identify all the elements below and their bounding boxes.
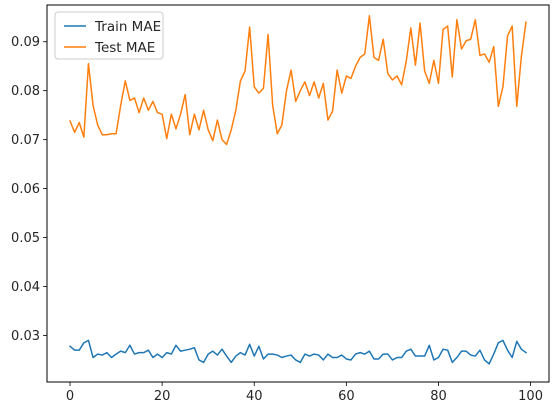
- legend: Train MAE Test MAE: [54, 11, 164, 60]
- y-tick-label: 0.04: [11, 280, 40, 295]
- series-line-test-mae: [69, 15, 527, 146]
- x-tick-label: 60: [338, 389, 355, 404]
- x-tick-label: 100: [518, 389, 543, 404]
- series-line-train-mae: [68, 339, 528, 365]
- x-tick-label: 40: [246, 389, 263, 404]
- y-tick-label: 0.09: [11, 35, 40, 50]
- y-tick-label: 0.06: [11, 182, 40, 197]
- x-tick-label: 20: [154, 389, 171, 404]
- x-tick-label: 80: [430, 389, 447, 404]
- y-tick-label: 0.08: [11, 84, 40, 99]
- legend-label: Test MAE: [94, 40, 155, 56]
- axes-layer: 0 20 40 60 80 100 0.03 0.04 0.05 0.06 0.07 0.08 0.09: [11, 4, 550, 404]
- axes-frame: [46, 4, 550, 383]
- x-tick-label: 0: [66, 389, 74, 404]
- y-tick-label: 0.03: [11, 329, 40, 344]
- y-tick-label: 0.07: [11, 133, 40, 148]
- series-layer: [68, 15, 528, 365]
- y-tick-label: 0.05: [11, 231, 40, 246]
- legend-label: Train MAE: [94, 19, 161, 35]
